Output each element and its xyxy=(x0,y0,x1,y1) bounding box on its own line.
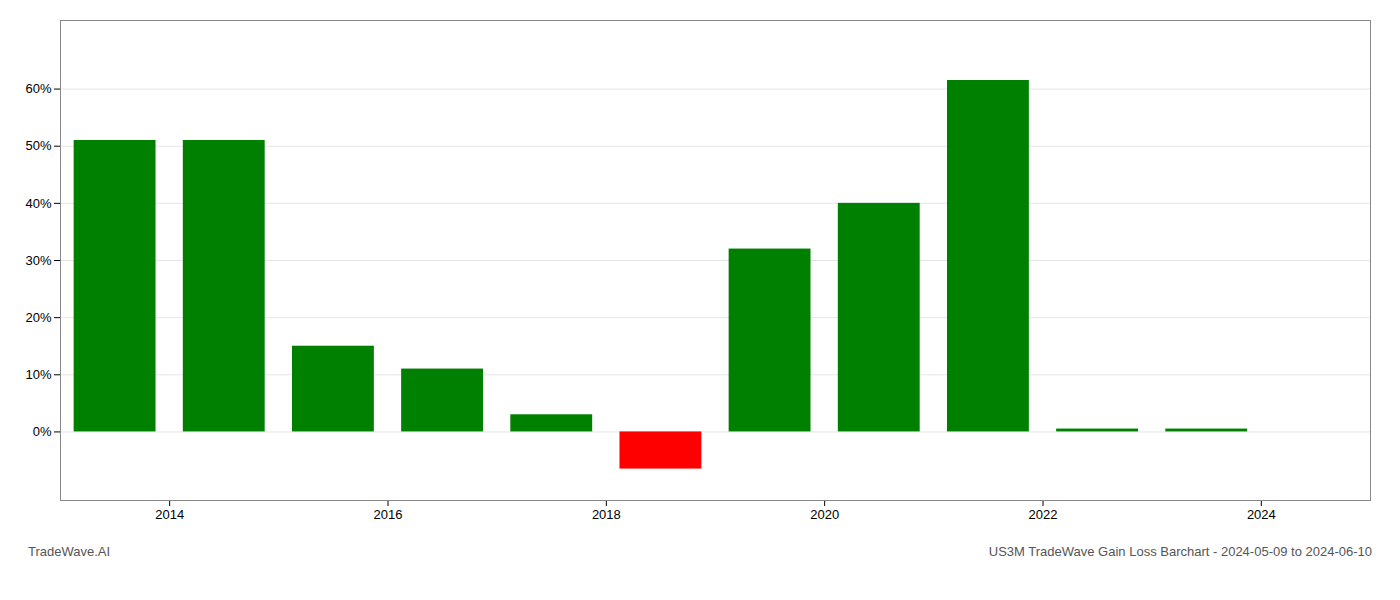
svg-text:30%: 30% xyxy=(25,253,51,268)
html-text:US3M TradeWave Gain Loss Barch: US3M TradeWave Gain Loss Barchart - 2024… xyxy=(988,544,1372,559)
svg-text:10%: 10% xyxy=(25,367,51,382)
svg-text:20%: 20% xyxy=(25,310,51,325)
svg-text:50%: 50% xyxy=(25,138,51,153)
html-text:TradeWave.AI: TradeWave.AI xyxy=(28,544,111,559)
svg-text:40%: 40% xyxy=(25,196,51,211)
svg-text:2022: 2022 xyxy=(1029,507,1058,522)
svg-text:60%: 60% xyxy=(25,81,51,96)
svg-text:2024: 2024 xyxy=(1247,507,1276,522)
svg-text:2020: 2020 xyxy=(810,507,839,522)
svg-text:2016: 2016 xyxy=(374,507,403,522)
svg-text:2014: 2014 xyxy=(155,507,184,522)
svg-text:0%: 0% xyxy=(33,424,52,439)
svg-text:2018: 2018 xyxy=(592,507,621,522)
